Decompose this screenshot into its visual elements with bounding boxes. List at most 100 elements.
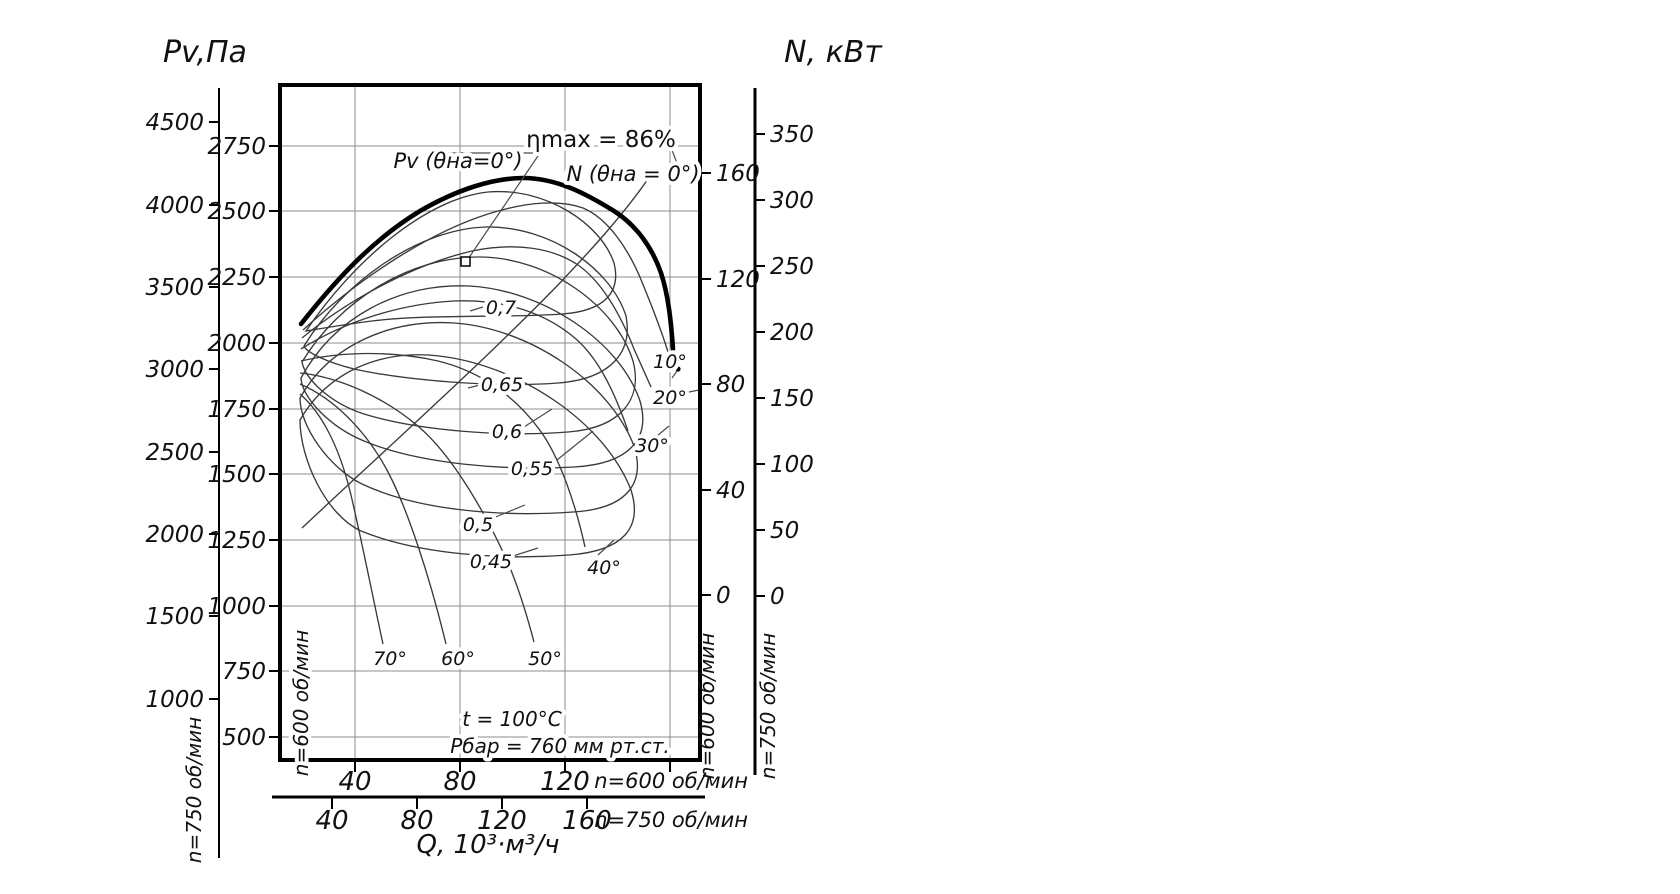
efficiency-labels: 0,7 0,65 0,6 0,55 0,5 0,45: [459, 293, 557, 577]
q750-tick-marks: [330, 797, 589, 809]
eta-label-050: 0,5: [463, 514, 493, 536]
axis-lines: [209, 88, 765, 858]
eta-contour-055: [300, 285, 644, 469]
n600-tick-marks: [700, 171, 711, 597]
tick-label: 2750: [207, 134, 266, 160]
tick-label: 80: [400, 806, 433, 836]
tick-label: 4500: [145, 110, 204, 136]
tick-label: 4000: [145, 193, 204, 219]
q600-tick-marks: [353, 760, 672, 772]
efficiency-contours: [299, 190, 644, 558]
callouts: [430, 144, 700, 557]
angle-curves: [299, 202, 669, 645]
10deg-end-dot-marker: [675, 366, 681, 372]
tick-label: 250: [770, 254, 814, 280]
q600-tick-labels: 40 80 120: [338, 767, 589, 797]
eta-max-point-marker: [460, 256, 471, 267]
pv-curve-70deg: [299, 393, 384, 645]
tick-label: 1250: [207, 528, 266, 554]
angle-label-50: 50°: [528, 648, 562, 670]
n750-tick-labels: 350 300 250 200 150 100 50 0: [770, 122, 814, 610]
tick-label: 1000: [207, 594, 266, 620]
tick-label: 0: [716, 583, 731, 609]
eta-label-070: 0,7: [486, 297, 516, 319]
tick-label: 100: [770, 452, 814, 478]
tick-label: 1750: [207, 397, 266, 423]
n-axis-title: N, кВт: [784, 35, 883, 70]
temperature-annotation: t = 100°C: [462, 707, 561, 731]
eta045-leader: [512, 547, 539, 557]
inplot-speed600-label: n=600 об/мин: [289, 630, 313, 776]
pv-envelope-curve-0deg: [298, 175, 676, 352]
pv600-tick-marks: [269, 144, 280, 739]
30deg-leader: [656, 425, 670, 437]
tick-label: 1500: [145, 604, 204, 630]
eta065-leader: [467, 383, 485, 389]
eta050-leader: [492, 504, 526, 519]
tick-label: 2500: [145, 440, 204, 466]
q-axis-title: Q, 10³·м³/ч: [417, 830, 560, 860]
tick-label: 80: [443, 767, 476, 797]
angle-label-30: 30°: [635, 435, 669, 457]
20deg-leader: [683, 389, 700, 394]
angle-label-70: 70°: [373, 648, 407, 670]
eta-label-060: 0,6: [492, 421, 522, 443]
angle-label-40: 40°: [587, 557, 621, 579]
tick-label: 2000: [145, 522, 204, 548]
q750-tick-labels: 40 80 120 160: [315, 806, 611, 836]
gridlines: [282, 85, 698, 758]
tick-label: 40: [338, 767, 371, 797]
pv-axis-title: Pv,Па: [163, 35, 247, 70]
vertical-gridlines: [354, 85, 671, 758]
pv-curve-40deg: [300, 352, 586, 548]
tick-label: 50: [770, 518, 799, 544]
tick-label: 1500: [207, 462, 266, 488]
eta-label-045: 0,45: [470, 551, 512, 573]
eta-max-annotation: ηmax = 86%: [526, 127, 676, 153]
eta-contour-050: [299, 321, 639, 515]
tick-label: 2500: [207, 199, 266, 225]
n600-tick-labels: 160 120 80 40 0: [716, 161, 760, 609]
tick-label: 200: [770, 320, 814, 346]
eta-contour-070: [304, 190, 617, 332]
tick-label: 350: [770, 122, 814, 148]
angle-label-20: 20°: [653, 387, 687, 409]
eta055-leader: [556, 430, 594, 461]
pv600-tick-labels: 2750 2500 2250 2000 1750 1500 1250 1000 …: [207, 134, 266, 751]
pv-curve-50deg: [299, 372, 535, 643]
tick-label: 160: [562, 806, 612, 836]
tick-label: 40: [716, 478, 745, 504]
pv-curve-annotation: Pv (θна=0°): [393, 149, 522, 173]
tick-label: 120: [716, 267, 760, 293]
pv-curve-20deg: [301, 246, 652, 388]
n-power-curve-0deg: [301, 175, 651, 529]
pressure-annotation: Рбар = 760 мм рт.ст.: [450, 734, 670, 758]
10deg-dot-tick: [671, 370, 678, 379]
tick-label: 120: [477, 806, 527, 836]
n750-tick-marks: [755, 132, 765, 598]
q750-speed-label: n=750 об/мин: [594, 808, 748, 832]
eta-label-055: 0,55: [511, 458, 553, 480]
tick-label: 300: [770, 188, 814, 214]
tick-label: 750: [222, 659, 266, 685]
q600-speed-label: n=600 об/мин: [594, 769, 748, 793]
eta-label-065: 0,65: [481, 374, 523, 396]
eta060-leader: [523, 408, 553, 428]
tick-label: 150: [770, 386, 814, 412]
tick-label: 80: [716, 372, 745, 398]
tick-label: 2000: [207, 331, 266, 357]
eta070-leader: [469, 306, 484, 312]
40deg-leader: [597, 539, 615, 556]
tick-label: 1000: [145, 687, 204, 713]
tick-label: 120: [540, 767, 590, 797]
tick-label: 500: [222, 725, 266, 751]
pv750-speed-label: n=750 об/мин: [182, 717, 206, 863]
angle-label-60: 60°: [441, 648, 475, 670]
tick-label: 2250: [207, 265, 266, 291]
etamax-leader-line: [430, 152, 542, 263]
tick-label: 40: [315, 806, 348, 836]
tick-label: 160: [716, 161, 760, 187]
etamax-right-leader: [655, 144, 678, 164]
